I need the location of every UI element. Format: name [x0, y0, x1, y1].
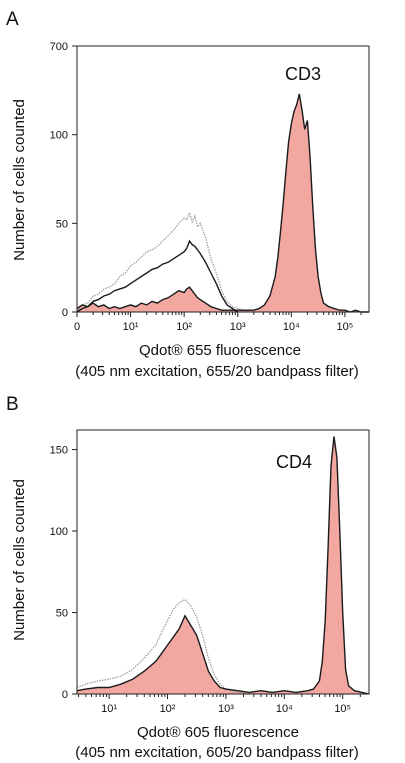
y-tick-label: 50	[56, 218, 68, 230]
y-tick-label: 100	[50, 130, 68, 142]
panel-b-y-axis-label: Number of cells counted	[11, 479, 28, 641]
panel-a-axes-frame	[76, 45, 370, 313]
panel-a-x-ticks: 0 10¹ 10² 10³ 10⁴ 10⁵	[74, 312, 362, 333]
panel-b-annotation: CD4	[276, 452, 312, 472]
y-tick-label: 0	[62, 689, 68, 701]
stained-fill-area	[77, 436, 369, 694]
x-tick-label: 10³	[218, 703, 234, 715]
panel-b-plot-area	[76, 436, 370, 695]
x-tick-label: 10⁴	[283, 321, 300, 333]
panel-b-letter: B	[6, 394, 19, 415]
stained-series-line	[76, 93, 369, 313]
panel-b-x-ticks: 10¹ 10² 10³ 10⁴ 10⁵	[78, 694, 361, 715]
stained-background-line	[76, 239, 239, 313]
y-tick-label: 100	[50, 526, 68, 538]
x-tick-label: 10¹	[101, 703, 117, 715]
stained-fill-area	[77, 93, 369, 313]
panel-a-plot-area	[76, 93, 369, 313]
x-tick-label: 10³	[230, 321, 246, 333]
panel-a-annotation: CD3	[285, 64, 321, 84]
panel-a-x-axis-label-line1: Qdot® 655 fluorescence	[139, 342, 301, 359]
y-tick-label: 0	[62, 307, 68, 319]
stained-series-line	[76, 436, 370, 695]
y-tick-label: 700	[50, 41, 68, 53]
x-tick-label: 10⁵	[334, 703, 351, 715]
unstained-series-line	[76, 598, 250, 695]
panel-a-y-axis-label: Number of cells counted	[11, 99, 28, 261]
y-tick-label: 150	[50, 445, 68, 457]
panel-a-letter: A	[6, 9, 19, 30]
unstained-series-line	[76, 210, 249, 313]
panel-a: A Number of cells counted 0 50 100 700 0 10¹…	[6, 9, 370, 380]
panel-a-x-axis-label-line2: (405 nm excitation, 655/20 bandpass filt…	[75, 363, 359, 380]
panel-b-x-axis-label-line2: (405 nm excitation, 605/20 bandpass filt…	[75, 744, 359, 761]
x-tick-label: 10⁵	[336, 321, 353, 333]
x-tick-label: 10¹	[123, 321, 139, 333]
panel-b-x-axis-label-line1: Qdot® 605 fluorescence	[137, 724, 299, 741]
y-tick-label: 50	[56, 608, 68, 620]
x-tick-label: 0	[74, 321, 80, 333]
x-tick-label: 10²	[160, 703, 176, 715]
panel-b-y-ticks: 0 50 100 150	[50, 445, 77, 701]
panel-a-y-ticks: 0 50 100 700	[50, 41, 77, 319]
x-tick-label: 10⁴	[276, 703, 293, 715]
x-tick-label: 10²	[176, 321, 192, 333]
